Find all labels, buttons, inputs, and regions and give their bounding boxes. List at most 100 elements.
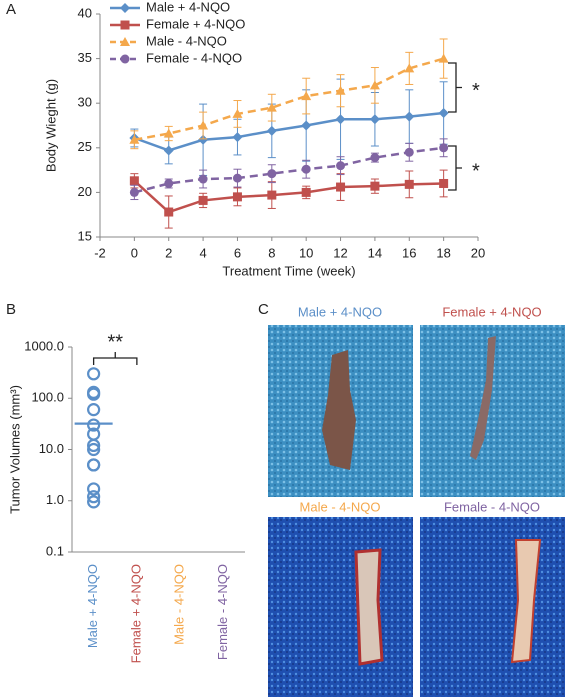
series-line <box>133 179 444 214</box>
marker <box>198 174 208 184</box>
marker <box>232 173 242 183</box>
photo-panel <box>268 325 565 697</box>
marker <box>120 3 130 13</box>
marker <box>301 164 311 174</box>
data-point <box>87 490 101 504</box>
x-tick-label: 12 <box>333 245 347 260</box>
tissue <box>354 548 384 666</box>
panel-label: A <box>6 1 16 18</box>
marker <box>301 120 312 131</box>
photo <box>268 517 413 697</box>
marker <box>404 111 415 122</box>
x-tick-label: 16 <box>402 245 416 260</box>
marker <box>439 178 449 188</box>
y-tick-label: 30 <box>78 95 92 110</box>
marker <box>232 108 243 118</box>
data-point <box>87 387 101 401</box>
tissue <box>322 350 356 470</box>
data-point <box>87 458 101 472</box>
y-tick-label: 100.0 <box>31 390 64 405</box>
marker <box>438 108 449 119</box>
series-line <box>133 111 444 152</box>
marker <box>336 182 346 192</box>
annotation: ** <box>107 331 123 353</box>
marker <box>335 114 346 125</box>
y-tick-label: 15 <box>78 228 92 243</box>
bracket <box>92 352 138 365</box>
legend-label: Female - 4-NQO <box>146 50 242 65</box>
data-point <box>87 403 101 417</box>
marker <box>164 178 174 188</box>
x-tick-label: Female + 4-NQO <box>128 564 143 663</box>
marker <box>404 63 415 73</box>
y-tick-label: 10.0 <box>39 441 64 456</box>
photo-caption: Male - 4-NQO <box>300 499 381 514</box>
marker <box>120 20 130 30</box>
marker <box>404 179 414 189</box>
x-tick-label: 6 <box>234 245 241 260</box>
marker <box>198 195 208 205</box>
x-tick-label: 18 <box>436 245 450 260</box>
x-tick-label: 4 <box>199 245 206 260</box>
y-axis-label: Tumor Volumes (mm³) <box>7 385 22 514</box>
x-tick-label: 0 <box>131 245 138 260</box>
marker <box>129 134 140 144</box>
marker <box>266 102 277 112</box>
x-tick-label: Male + 4-NQO <box>85 564 100 648</box>
y-tick-label: 1000.0 <box>24 338 64 353</box>
annotation: * <box>472 160 480 182</box>
marker <box>439 143 449 153</box>
x-tick-label: Female - 4-NQO <box>215 564 230 660</box>
x-tick-label: 10 <box>299 245 313 260</box>
marker <box>404 147 414 157</box>
marker <box>120 37 130 46</box>
legend-label: Female + 4-NQO <box>146 16 245 31</box>
marker <box>129 187 139 197</box>
series-line <box>134 57 444 142</box>
x-tick-label: 20 <box>471 245 485 260</box>
marker <box>267 169 277 179</box>
series-line <box>134 146 444 194</box>
marker <box>438 53 449 63</box>
x-axis-label: Treatment Time (week) <box>222 263 355 278</box>
marker <box>164 207 174 217</box>
marker <box>163 145 174 156</box>
marker <box>301 91 312 101</box>
x-tick-label: Male - 4-NQO <box>172 564 187 645</box>
y-tick-label: 35 <box>78 50 92 65</box>
x-tick-label: 2 <box>165 245 172 260</box>
data-point <box>87 418 101 432</box>
x-tick-label: 14 <box>368 245 382 260</box>
panel-label: B <box>6 301 16 318</box>
tissue <box>510 539 542 664</box>
photo-caption: Female + 4-NQO <box>442 304 541 319</box>
marker <box>369 80 380 90</box>
y-tick-label: 40 <box>78 5 92 20</box>
marker <box>232 192 242 202</box>
legend-label: Male - 4-NQO <box>146 33 227 48</box>
data-point <box>87 495 101 509</box>
marker <box>232 132 243 143</box>
marker <box>370 153 380 163</box>
panel-label: C <box>258 301 269 318</box>
bracket <box>448 145 462 191</box>
y-axis-label: Body Wieght (g) <box>43 79 58 172</box>
data-point <box>87 482 101 496</box>
photo <box>420 517 565 697</box>
data-point <box>87 438 101 453</box>
legend-label: Male + 4-NQO <box>146 0 230 14</box>
marker <box>301 187 311 197</box>
marker <box>267 190 277 200</box>
marker <box>198 134 209 145</box>
marker <box>120 54 130 64</box>
y-tick-label: 20 <box>78 184 92 199</box>
y-tick-label: 25 <box>78 139 92 154</box>
y-tick-label: 1.0 <box>46 492 64 507</box>
photo-caption: Female - 4-NQO <box>444 499 540 514</box>
marker <box>336 161 346 171</box>
marker <box>163 128 174 138</box>
data-point <box>87 442 101 457</box>
photo-caption: Male + 4-NQO <box>298 304 382 319</box>
x-tick-label: 8 <box>268 245 275 260</box>
